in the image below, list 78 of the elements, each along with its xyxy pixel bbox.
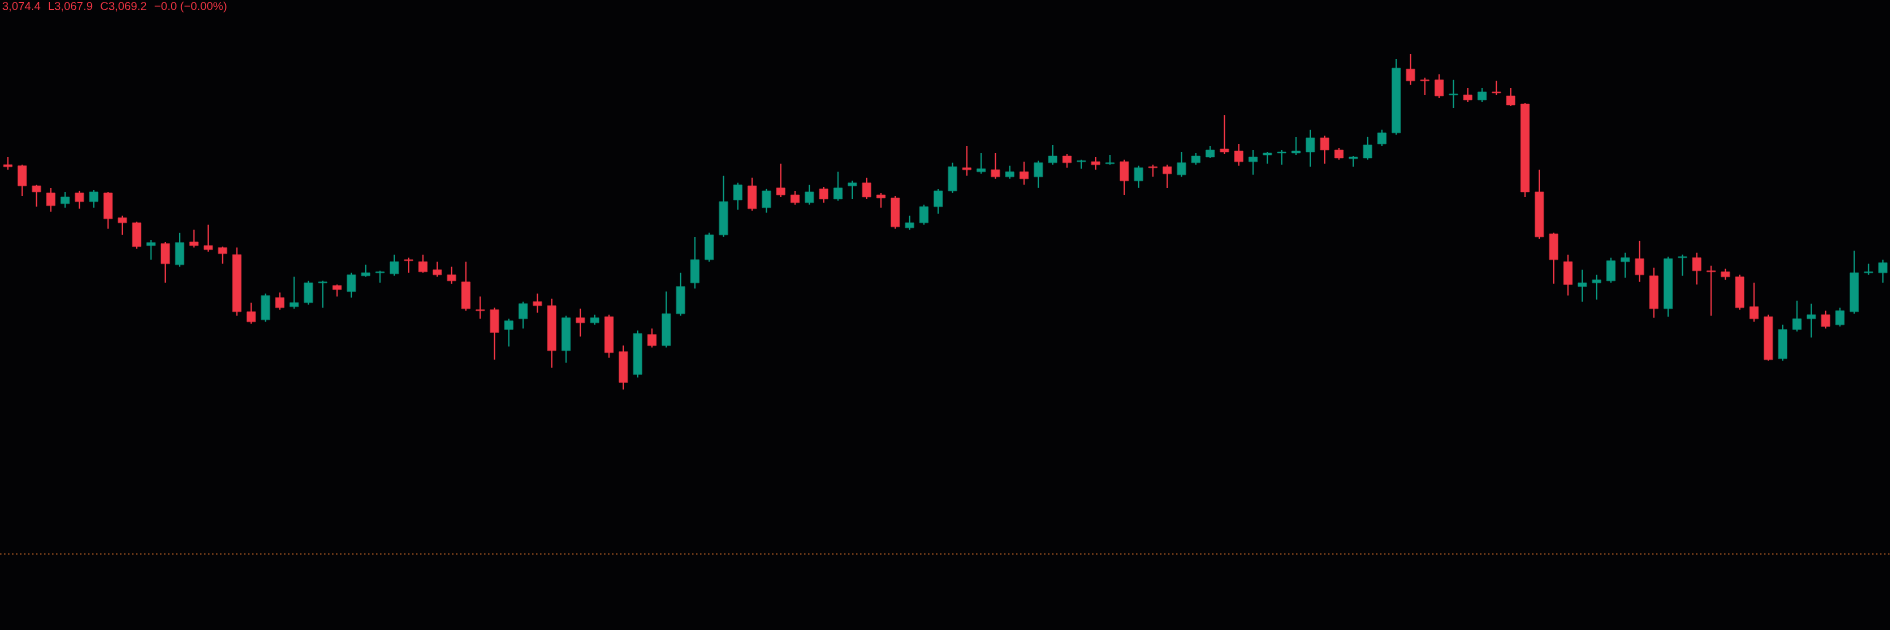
candlestick (175, 232, 185, 268)
candlestick (160, 241, 170, 284)
candlestick (847, 180, 857, 200)
candlestick (862, 177, 872, 200)
candlestick (504, 318, 514, 348)
candlestick (1162, 164, 1172, 189)
candlestick (962, 145, 972, 177)
candlestick (1806, 303, 1816, 339)
candlestick (1635, 240, 1645, 283)
candlestick (475, 295, 485, 320)
candlestick (490, 307, 500, 361)
candlestick (1592, 274, 1602, 301)
candlestick (690, 236, 700, 290)
candlestick (733, 182, 743, 211)
candlestick (1177, 151, 1187, 178)
candlestick (1692, 252, 1702, 286)
candlestick (1434, 73, 1444, 99)
candlestick (117, 215, 127, 236)
candlestick (1291, 136, 1301, 156)
candlestick (1119, 159, 1129, 196)
candlestick (389, 254, 399, 277)
candlestick (1878, 259, 1888, 284)
candlestick (518, 300, 528, 330)
text: −0.0 (−0.00%) (154, 1, 227, 13)
candlestick (1148, 164, 1158, 178)
candlestick (1620, 252, 1630, 279)
candlestick (575, 308, 585, 338)
candlestick (976, 152, 986, 175)
candlestick (532, 292, 542, 314)
candlestick (203, 224, 213, 253)
candlestick (418, 254, 428, 274)
candlestick (46, 187, 56, 213)
candlestick (804, 184, 814, 206)
candlestick (1563, 254, 1573, 297)
candlestick (1134, 165, 1144, 189)
candlestick (1305, 129, 1315, 168)
candlestick (189, 229, 199, 249)
candlestick (919, 204, 929, 226)
candlestick (1105, 154, 1115, 166)
candlestick (1019, 161, 1029, 186)
candlestick (303, 280, 313, 306)
candlestick (647, 327, 657, 349)
candlestick (246, 302, 256, 325)
candlestick (1248, 149, 1258, 176)
candlestick (375, 270, 385, 284)
candlestick (1033, 160, 1043, 189)
candlestick (289, 276, 299, 310)
candlestick (132, 221, 142, 250)
candlestick (990, 152, 1000, 180)
candlestick (1320, 135, 1330, 165)
candlestick (1048, 144, 1058, 166)
candlestick (1234, 143, 1244, 167)
candlestick (1835, 307, 1845, 328)
candlestick (346, 272, 356, 299)
candlestick (933, 188, 943, 215)
candlestick (747, 177, 757, 212)
candlestick (1706, 265, 1716, 317)
candlestick (1219, 114, 1229, 155)
candlestick (876, 192, 886, 209)
candlestick (1448, 79, 1458, 109)
candlestick (1749, 282, 1759, 323)
candlestick (146, 239, 156, 261)
candlestick (1792, 299, 1802, 333)
candlestick (1363, 136, 1373, 161)
candlestick (17, 164, 27, 197)
candlestick (1678, 254, 1687, 277)
text: 3,074.4 (2, 1, 41, 12)
candlestick (1606, 257, 1616, 284)
candlestick (1420, 77, 1430, 96)
candlestick (776, 163, 786, 198)
candlestick (1577, 269, 1587, 303)
candlestick (833, 171, 843, 202)
text: L3,067.9 (48, 1, 93, 12)
candlestick (761, 188, 771, 214)
candlestick (1406, 53, 1416, 86)
candlestick (3, 156, 13, 171)
text: C3,069.2 (100, 1, 147, 12)
candlestick (318, 280, 328, 309)
